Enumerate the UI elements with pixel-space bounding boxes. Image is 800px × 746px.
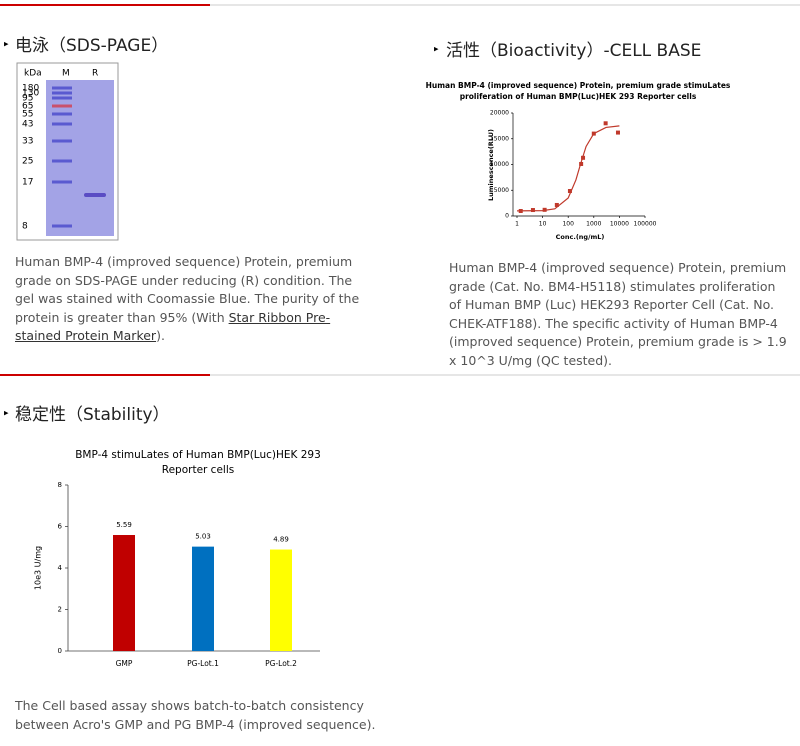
paragraph: Human BMP-4 (improved sequence) Protein,… xyxy=(449,260,787,368)
point xyxy=(567,189,572,194)
x-tick-label: PG-Lot.2 xyxy=(265,659,297,668)
ladder-band xyxy=(52,224,72,228)
y-tick-label: 15000 xyxy=(490,135,509,142)
heading: 电泳（SDS-PAGE） xyxy=(15,36,168,56)
marker-label: 55 xyxy=(22,110,33,120)
link[interactable]: Star Ribbon Pre-stained Protein Marker xyxy=(15,309,331,344)
marker-label: 25 xyxy=(22,157,33,167)
y-tick-label: 8 xyxy=(58,481,62,489)
paragraph: The Cell based assay shows batch-to-batc… xyxy=(15,698,376,732)
chart-title: Human BMP-4 (improved sequence) Protein,… xyxy=(426,81,731,90)
x-tick-label: 10000 xyxy=(610,221,629,228)
text: Human BMP-4 (improved sequence) Protein,… xyxy=(15,254,360,325)
bar xyxy=(270,549,292,651)
ladder-band xyxy=(52,112,72,116)
heading: 活性（Bioactivity）-CELL BASE xyxy=(446,41,701,61)
heading: 稳定性（Stability） xyxy=(15,405,170,425)
fit-curve xyxy=(516,125,620,212)
bar xyxy=(192,546,214,651)
marker-label: 43 xyxy=(22,120,33,130)
y-tick-label: 0 xyxy=(505,213,509,220)
y-tick-label: 20000 xyxy=(490,110,509,117)
sample-band xyxy=(84,193,106,197)
marker-label: 180 xyxy=(22,84,39,94)
paragraph: Human BMP-4 (improved sequence) Protein,… xyxy=(15,253,360,346)
y-tick-label: 4 xyxy=(58,564,63,572)
ladder-band xyxy=(52,96,72,100)
x-tick-label: 10 xyxy=(539,221,547,228)
value-label: 5.59 xyxy=(116,521,132,529)
value-label: 5.03 xyxy=(195,533,211,541)
x-tick-label: GMP xyxy=(116,659,133,668)
value-label: 4.89 xyxy=(273,536,289,544)
ladder-band xyxy=(52,159,72,163)
bullet: ▸ xyxy=(434,45,439,55)
bullet: ▸ xyxy=(4,40,9,50)
x-tick-label: 100 xyxy=(562,221,574,228)
gel-unit: kDa xyxy=(24,69,42,79)
x-axis-label: Conc.(ng/mL) xyxy=(556,233,605,241)
x-tick-label: 1 xyxy=(515,221,519,228)
chart-title: BMP-4 stimuLates of Human BMP(Luc)HEK 29… xyxy=(75,449,321,461)
ladder-band xyxy=(52,122,72,126)
ladder-band xyxy=(52,91,72,95)
chart-title: proliferation of Human BMP(Luc)HEK 293 R… xyxy=(460,92,697,101)
bullet: ▸ xyxy=(4,409,9,419)
x-tick-label: 100000 xyxy=(634,221,657,228)
point xyxy=(554,202,559,207)
y-tick-label: 5000 xyxy=(494,187,509,194)
point xyxy=(615,130,620,135)
y-tick-label: 6 xyxy=(58,523,63,531)
point xyxy=(603,121,608,126)
y-tick-label: 0 xyxy=(58,647,62,655)
chart-title: Reporter cells xyxy=(162,464,234,476)
x-tick-label: PG-Lot.1 xyxy=(187,659,219,668)
ladder-band xyxy=(52,139,72,143)
marker-label: 95 xyxy=(22,94,33,104)
marker-label: 65 xyxy=(22,102,33,112)
y-tick-label: 10000 xyxy=(490,161,509,168)
ladder-band xyxy=(52,180,72,184)
lane-label: R xyxy=(92,69,98,79)
y-tick-label: 2 xyxy=(58,606,62,614)
marker-label: 130 xyxy=(22,89,39,99)
lane-label: M xyxy=(62,69,70,79)
y-axis-label: 10e3 U/mg xyxy=(34,546,43,590)
gel xyxy=(46,80,114,236)
point xyxy=(530,208,535,213)
marker-label: 17 xyxy=(22,178,33,188)
text: ). xyxy=(156,328,165,344)
marker-label: 33 xyxy=(22,137,33,147)
ladder-band xyxy=(52,86,72,90)
bar xyxy=(113,535,135,651)
ladder-band xyxy=(52,104,72,108)
x-tick-label: 1000 xyxy=(586,221,601,228)
marker-label: 8 xyxy=(22,222,28,232)
y-axis-label: Luminescence(RLU) xyxy=(487,129,495,201)
